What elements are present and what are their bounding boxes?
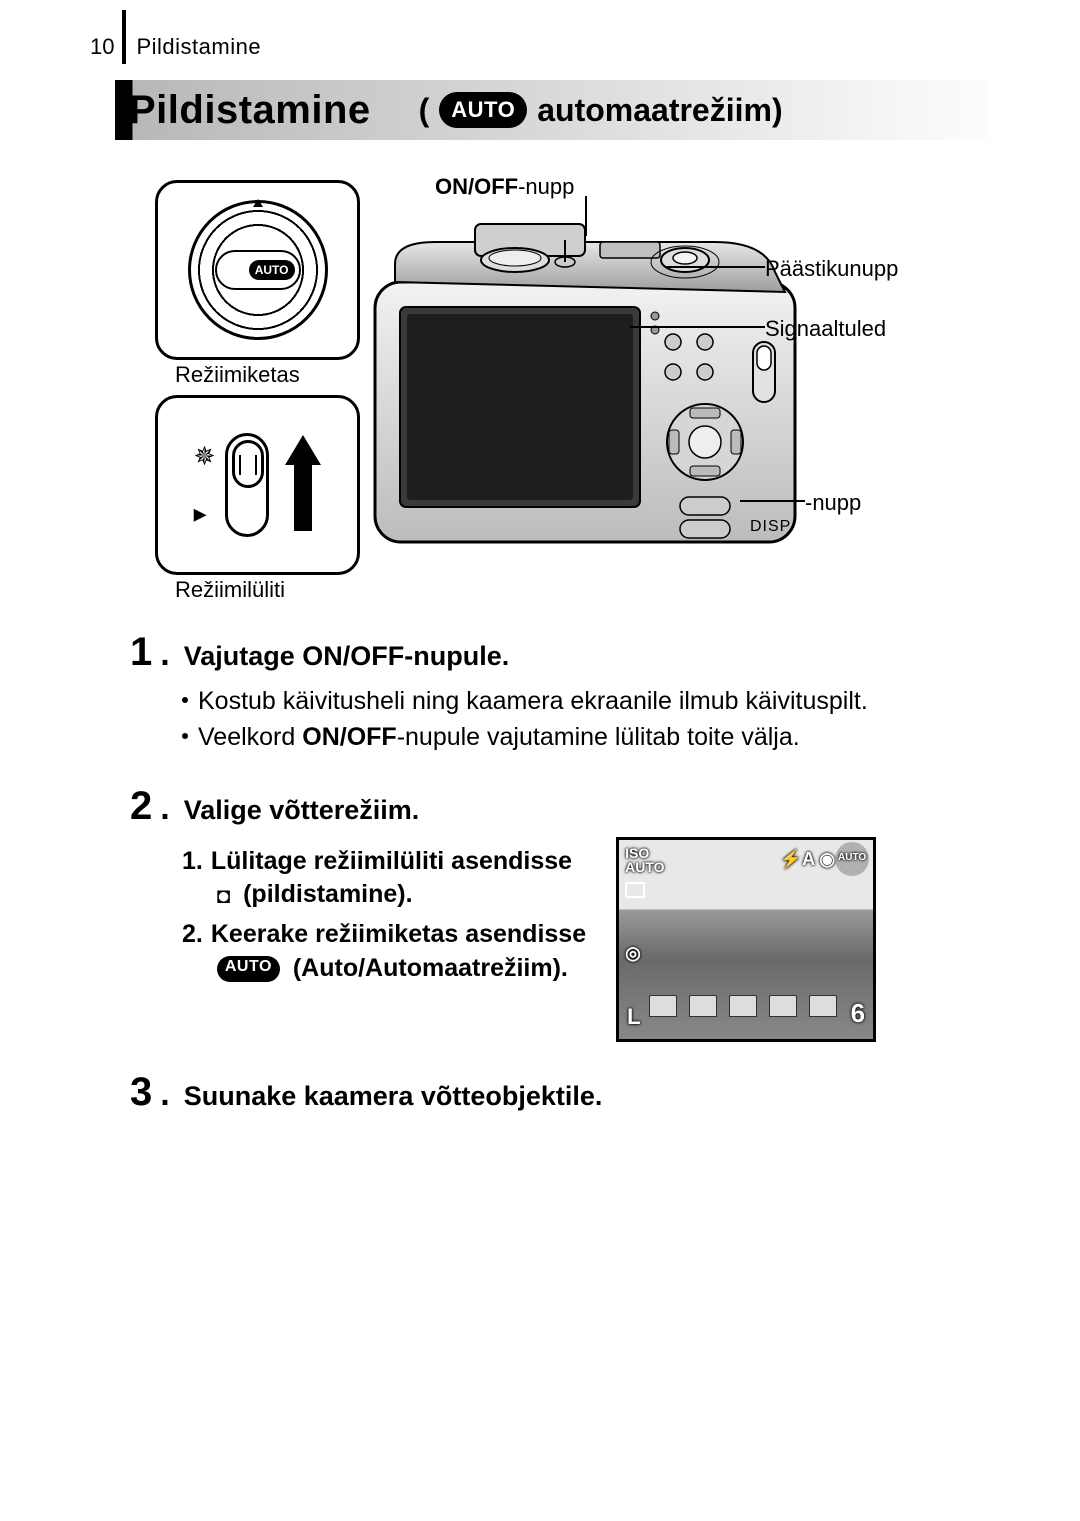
mode-switch-callout: ✵ ▸	[155, 395, 360, 575]
step-dot: .	[160, 789, 169, 828]
header-divider	[122, 10, 126, 64]
lcd-drive-icon	[625, 882, 645, 898]
lcd-iso-icon: ISOAUTO	[625, 846, 664, 874]
playback-icon: ▸	[194, 498, 216, 529]
mode-word: automaatrežiim)	[537, 92, 782, 129]
step-number: 3	[130, 1070, 152, 1115]
step-title: Suunake kaamera võtteobjektile.	[184, 1081, 603, 1112]
lcd-size-icon: L	[627, 1001, 640, 1033]
lcd-meter-icon: ◎	[625, 940, 641, 966]
header-section-label: Pildistamine	[136, 34, 261, 60]
page-header: 10 Pildistamine	[0, 0, 1080, 72]
label-onoff: ON/OFF-nupp	[435, 174, 574, 200]
section-title: Pildistamine	[129, 88, 371, 133]
step-3: 3. Suunake kaamera võtteobjektile.	[130, 1070, 990, 1115]
label-disp: DISP.	[750, 518, 795, 536]
step1-bullet2: Veelkord ON/OFF-nupule vajutamine lülita…	[198, 719, 800, 755]
mode-dial-label: Režiimiketas	[175, 362, 300, 388]
sub-num: 1.	[182, 845, 203, 913]
paren-open: (	[419, 92, 430, 129]
step-number: 1	[130, 630, 152, 675]
lcd-shots-remaining: 6	[851, 995, 865, 1033]
label-indicator: Signaaltuled	[765, 316, 886, 342]
lcd-flash-icon: ⚡A	[780, 846, 815, 872]
step1-bullet1: Kostub käivitusheli ning kaamera ekraani…	[198, 683, 868, 719]
lcd-redeye-icon: ◉	[819, 846, 835, 872]
lcd-preview: ISOAUTO ⚡A ◉ AUTO ◎ L 6	[616, 837, 876, 1042]
arrow-up-icon	[285, 435, 321, 465]
step2-sublist: 1. Lülitage režiimilüliti asendisse ◘ (p…	[182, 845, 586, 992]
label-onoff-suffix: -nupp	[518, 174, 574, 200]
step-1: 1. Vajutage ON/OFF-nupule. Kostub käivit…	[130, 630, 990, 756]
mode-switch-track	[225, 433, 269, 537]
camera-icon: ◘	[217, 881, 230, 911]
label-shutter: Päästikunupp	[765, 256, 898, 282]
camera-svg	[355, 212, 815, 562]
lcd-auto-mode-icon: AUTO	[835, 842, 869, 876]
step-body: Kostub käivitusheli ning kaamera ekraani…	[182, 683, 990, 756]
step-2: 2. Valige võtterežiim. 1. Lülitage režii…	[130, 784, 990, 1042]
step-number: 2	[130, 784, 152, 829]
mode-dial-callout: AUTO	[155, 180, 360, 360]
step-dot: .	[160, 635, 169, 674]
switch-mode-icons: ✵ ▸	[194, 441, 216, 529]
mode-dial-icon: AUTO	[188, 200, 328, 340]
sub-num: 2.	[182, 918, 203, 986]
step-dot: .	[160, 1075, 169, 1114]
mode-switch-label: Režiimilüliti	[175, 577, 285, 603]
step-title: Vajutage ON/OFF-nupule.	[184, 641, 510, 672]
auto-badge-icon: AUTO	[439, 92, 527, 128]
section-mode: ( AUTO automaatrežiim)	[419, 92, 783, 129]
camera-diagram: AUTO Režiimiketas ✵ ▸ Režiimilüliti	[155, 180, 990, 610]
auto-badge-icon: AUTO	[217, 956, 280, 982]
label-nupp: -nupp	[805, 490, 861, 516]
section-title-bar: Pildistamine ( AUTO automaatrežiim)	[115, 80, 990, 140]
sub1-text: Lülitage režiimilüliti asendisse ◘ (pild…	[211, 845, 572, 913]
step-title: Valige võtterežiim.	[184, 795, 420, 826]
sub2-text: Keerake režiimiketas asendisse AUTO (Aut…	[211, 918, 586, 986]
mode-dial-auto-icon: AUTO	[249, 260, 295, 280]
page-number: 10	[90, 34, 114, 60]
camera-body-illustration	[355, 212, 815, 562]
label-onoff-bold: ON/OFF	[435, 174, 518, 200]
camera-icon: ✵	[194, 441, 216, 472]
steps-list: 1. Vajutage ON/OFF-nupule. Kostub käivit…	[130, 630, 990, 1115]
mode-switch-knob	[232, 440, 264, 488]
